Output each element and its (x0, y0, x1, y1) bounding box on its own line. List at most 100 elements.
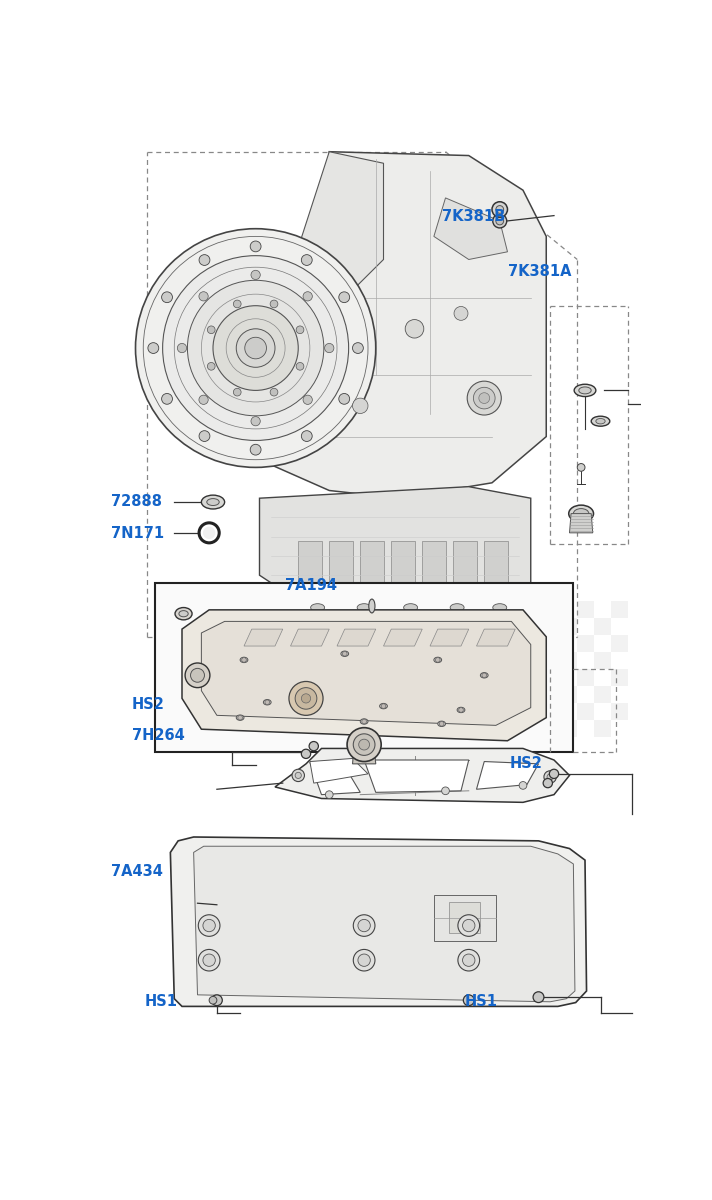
Bar (543, 601, 560, 618)
Ellipse shape (404, 604, 418, 611)
Circle shape (213, 306, 298, 390)
Polygon shape (259, 151, 546, 498)
Circle shape (358, 954, 370, 966)
Bar (298, 540, 322, 599)
Polygon shape (244, 629, 283, 646)
Bar (577, 635, 595, 653)
Circle shape (463, 954, 475, 966)
Ellipse shape (379, 703, 387, 709)
Circle shape (296, 326, 304, 334)
Circle shape (162, 256, 349, 440)
Polygon shape (570, 514, 593, 533)
Bar (449, 902, 481, 934)
Bar (595, 618, 612, 635)
Circle shape (353, 949, 375, 971)
Ellipse shape (179, 611, 188, 617)
Circle shape (339, 394, 350, 404)
Circle shape (441, 787, 449, 794)
Ellipse shape (434, 658, 441, 662)
Polygon shape (194, 846, 575, 1002)
Circle shape (265, 700, 270, 704)
Circle shape (381, 703, 386, 708)
Circle shape (301, 749, 310, 758)
Circle shape (295, 688, 317, 709)
Bar (484, 540, 508, 599)
Ellipse shape (450, 604, 464, 611)
Text: 7N171: 7N171 (111, 527, 164, 541)
Bar (360, 540, 384, 599)
Polygon shape (476, 629, 515, 646)
Ellipse shape (175, 607, 192, 620)
Circle shape (198, 914, 220, 936)
Circle shape (492, 202, 508, 217)
Bar (492, 720, 509, 737)
Circle shape (162, 292, 172, 302)
Bar (509, 703, 526, 720)
Bar (454, 540, 476, 599)
Circle shape (303, 292, 313, 301)
Circle shape (295, 773, 301, 779)
Polygon shape (290, 629, 329, 646)
Bar (155, 583, 573, 752)
Circle shape (236, 329, 275, 367)
Circle shape (203, 527, 215, 539)
Circle shape (464, 995, 474, 1006)
Circle shape (251, 416, 261, 426)
Bar (509, 635, 526, 653)
Polygon shape (294, 151, 384, 290)
Circle shape (362, 719, 367, 724)
Circle shape (463, 919, 475, 931)
Bar (526, 686, 543, 703)
Bar (422, 540, 446, 599)
Polygon shape (352, 749, 376, 764)
Ellipse shape (481, 673, 488, 678)
Polygon shape (384, 629, 422, 646)
Ellipse shape (573, 509, 589, 518)
Circle shape (301, 254, 312, 265)
Circle shape (547, 774, 553, 780)
Circle shape (301, 431, 312, 442)
Ellipse shape (591, 416, 609, 426)
Circle shape (439, 721, 444, 726)
Ellipse shape (579, 386, 591, 394)
Ellipse shape (206, 498, 219, 505)
Polygon shape (310, 758, 368, 784)
Bar (577, 670, 595, 686)
Polygon shape (364, 760, 468, 792)
Circle shape (544, 770, 556, 784)
Bar (526, 720, 543, 737)
Circle shape (301, 694, 310, 703)
Circle shape (496, 217, 503, 224)
Polygon shape (476, 762, 538, 790)
Text: HS1: HS1 (144, 994, 177, 1009)
Ellipse shape (574, 384, 596, 396)
Circle shape (347, 727, 381, 762)
Circle shape (458, 914, 480, 936)
Bar (509, 601, 526, 618)
Polygon shape (430, 629, 468, 646)
Text: 7H264: 7H264 (132, 728, 185, 743)
Circle shape (245, 337, 266, 359)
Bar (526, 618, 543, 635)
Circle shape (234, 389, 241, 396)
Circle shape (207, 362, 215, 370)
Polygon shape (310, 760, 360, 794)
Bar (560, 618, 577, 635)
Circle shape (358, 919, 370, 931)
Circle shape (359, 739, 370, 750)
Circle shape (482, 673, 486, 678)
Text: carparts: carparts (293, 642, 437, 671)
Circle shape (458, 949, 480, 971)
Circle shape (270, 300, 278, 307)
Polygon shape (337, 629, 376, 646)
Circle shape (199, 395, 208, 404)
Circle shape (250, 444, 261, 455)
Text: 7A194: 7A194 (285, 578, 337, 593)
Circle shape (454, 306, 468, 320)
Ellipse shape (357, 604, 371, 611)
Circle shape (353, 914, 375, 936)
Ellipse shape (596, 419, 605, 424)
Text: HS1: HS1 (464, 994, 497, 1009)
Circle shape (199, 431, 210, 442)
Ellipse shape (360, 719, 368, 724)
